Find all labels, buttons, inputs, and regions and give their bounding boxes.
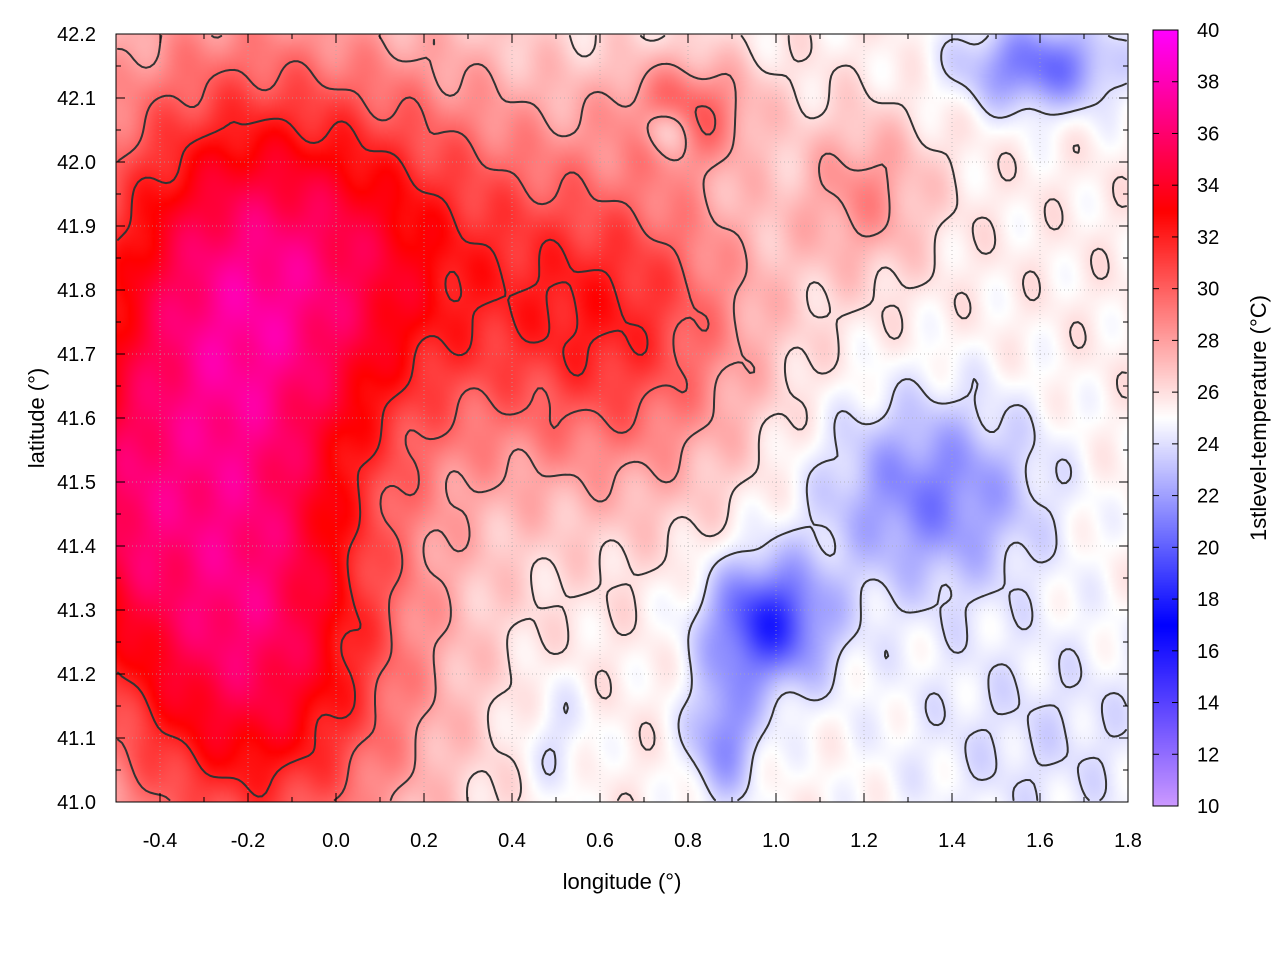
x-tick-label: 1.8 bbox=[1114, 830, 1142, 852]
x-tick-label: 0.6 bbox=[586, 830, 614, 852]
x-tick-label: 1.4 bbox=[938, 830, 966, 852]
colorbar-tick-label: 14 bbox=[1197, 693, 1219, 715]
x-tick-label: 1.0 bbox=[762, 830, 790, 852]
x-tick-label: -0.4 bbox=[143, 830, 177, 852]
y-tick-label: 42.1 bbox=[57, 88, 96, 110]
y-axis: 41.0 41.1 41.2 41.3 41.4 41.5 41.6 41.7 41.8 41.9… bbox=[57, 24, 1128, 814]
colorbar-tick-label: 36 bbox=[1197, 123, 1219, 145]
y-tick-label: 41.9 bbox=[57, 216, 96, 238]
x-tick-label: 1.2 bbox=[850, 830, 878, 852]
colorbar-tick-label: 38 bbox=[1197, 72, 1219, 94]
colorbar-tick-label: 26 bbox=[1197, 382, 1219, 404]
colorbar-tick-label: 24 bbox=[1197, 434, 1219, 456]
x-tick-label: 0.4 bbox=[498, 830, 526, 852]
contour-lines bbox=[117, 35, 1127, 801]
x-tick-label: 0.2 bbox=[410, 830, 438, 852]
x-tick-label: 0.8 bbox=[674, 830, 702, 852]
y-tick-label: 41.5 bbox=[57, 472, 96, 494]
colorbar-label: 1stlevel-temperature (°C) bbox=[1246, 295, 1271, 541]
x-tick-label: 1.6 bbox=[1026, 830, 1054, 852]
colorbar-tick-label: 40 bbox=[1197, 20, 1219, 42]
colorbar-frame bbox=[1152, 29, 1179, 807]
colorbar: 10 12 14 16 18 20 22 24 26 28 30 32 34 36 38 40 bbox=[1152, 20, 1219, 818]
y-tick-label: 41.7 bbox=[57, 344, 96, 366]
colorbar-tick-label: 18 bbox=[1197, 589, 1219, 611]
colorbar-tick-label: 20 bbox=[1197, 537, 1219, 559]
colorbar-tick-label: 30 bbox=[1197, 279, 1219, 301]
y-tick-label: 41.0 bbox=[57, 792, 96, 814]
y-tick-label: 41.1 bbox=[57, 728, 96, 750]
y-tick-label: 41.6 bbox=[57, 408, 96, 430]
colorbar-tick-label: 22 bbox=[1197, 486, 1219, 508]
x-axis-label: longitude (°) bbox=[563, 869, 682, 894]
y-tick-label: 41.8 bbox=[57, 280, 96, 302]
y-tick-label: 42.2 bbox=[57, 24, 96, 46]
colorbar-tick-label: 12 bbox=[1197, 744, 1219, 766]
contour-line-30 bbox=[117, 60, 717, 801]
y-tick-label: 42.0 bbox=[57, 152, 96, 174]
colorbar-gradient bbox=[1153, 30, 1178, 806]
x-tick-label: 0.0 bbox=[322, 830, 350, 852]
contour-line-28 bbox=[117, 35, 891, 801]
y-tick-label: 41.2 bbox=[57, 664, 96, 686]
y-tick-label: 41.3 bbox=[57, 600, 96, 622]
colorbar-tick-label: 16 bbox=[1197, 641, 1219, 663]
colorbar-tick-label: 10 bbox=[1197, 796, 1219, 818]
y-tick-label: 41.4 bbox=[57, 536, 96, 558]
grid-lines bbox=[116, 34, 1128, 802]
colorbar-tick-label: 34 bbox=[1197, 175, 1219, 197]
y-axis-label: latitude (°) bbox=[24, 368, 49, 469]
contour-line-26 bbox=[466, 35, 1127, 801]
colorbar-tick-label: 28 bbox=[1197, 330, 1219, 352]
colorbar-ticks: 10 12 14 16 18 20 22 24 26 28 30 32 34 36 38 40 bbox=[1153, 20, 1219, 818]
plot-area bbox=[115, 33, 1129, 803]
x-axis: -0.4 -0.2 0.0 0.2 0.4 0.6 0.8 1.0 1.2 1.4 1.6 1.8 bbox=[115, 34, 1142, 852]
colorbar-tick-label: 32 bbox=[1197, 227, 1219, 249]
x-tick-label: -0.2 bbox=[231, 830, 265, 852]
contour-line-32 bbox=[117, 117, 649, 798]
